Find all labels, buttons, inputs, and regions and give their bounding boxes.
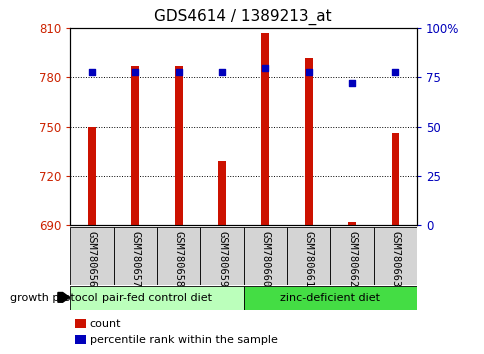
Point [88,69,96,74]
Text: percentile rank within the sample: percentile rank within the sample [90,335,277,345]
Point [261,65,269,70]
FancyArrow shape [58,292,69,302]
Point [348,80,355,86]
Bar [88,126,96,225]
Bar [287,227,330,285]
Bar [261,33,269,225]
Text: GSM780660: GSM780660 [260,231,270,287]
Point [174,69,182,74]
Text: pair-fed control diet: pair-fed control diet [102,293,212,303]
Text: count: count [90,319,121,329]
Bar [218,161,226,225]
Text: GSM780661: GSM780661 [303,231,313,287]
Bar [131,66,139,225]
Text: GDS4614 / 1389213_at: GDS4614 / 1389213_at [153,9,331,25]
Bar [174,66,182,225]
Text: GSM780659: GSM780659 [217,231,227,287]
Text: growth protocol: growth protocol [10,293,97,303]
Text: GSM780656: GSM780656 [87,231,97,287]
Bar [113,227,157,285]
Bar [304,58,312,225]
Bar [348,222,355,225]
Bar [391,133,398,225]
Text: zinc-deficient diet: zinc-deficient diet [280,293,379,303]
Bar [157,227,200,285]
Point [131,69,139,74]
Bar [70,286,243,310]
Text: GSM780657: GSM780657 [130,231,140,287]
Point [304,69,312,74]
Point [391,69,398,74]
Text: GSM780658: GSM780658 [173,231,183,287]
Bar [373,227,416,285]
Bar [243,227,287,285]
Text: GSM780662: GSM780662 [347,231,356,287]
Point [218,69,226,74]
Bar [200,227,243,285]
Bar [70,227,113,285]
Text: GSM780663: GSM780663 [390,231,400,287]
Bar [330,227,373,285]
Bar [243,286,416,310]
